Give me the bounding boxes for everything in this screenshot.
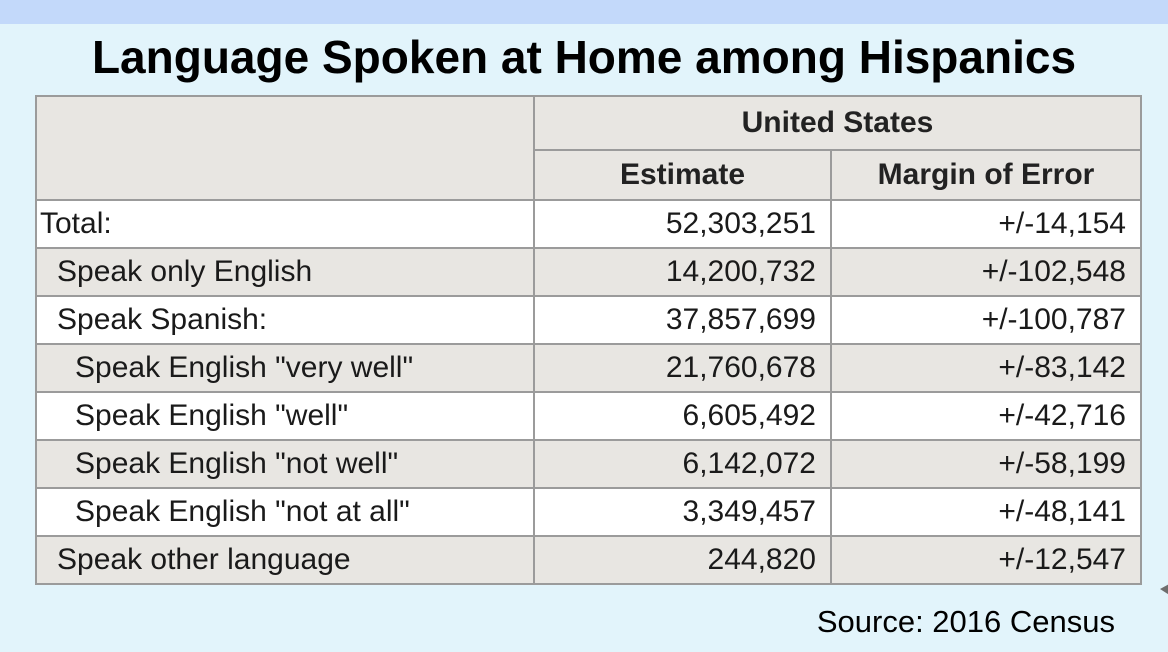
row-label: Total: [35,199,535,249]
column-header-estimate: Estimate [533,149,832,201]
margin-of-error-value: +/-58,199 [830,439,1142,489]
estimate-value: 3,349,457 [533,487,832,537]
estimate-value: 37,857,699 [533,295,832,345]
table-row: Speak English "not at all" 3,349,457 +/-48… [35,487,1142,537]
estimate-value: 244,820 [533,535,832,585]
row-label: Speak English "well" [35,391,535,441]
group-header-united-states: United States [533,95,1142,151]
margin-of-error-value: +/-48,141 [830,487,1142,537]
estimate-value: 6,142,072 [533,439,832,489]
margin-of-error-value: +/-100,787 [830,295,1142,345]
table-row: Speak Spanish: 37,857,699 +/-100,787 [35,295,1142,345]
margin-of-error-value: +/-42,716 [830,391,1142,441]
page-title: Language Spoken at Home among Hispanics [91,31,1077,83]
row-label: Speak other language [35,535,535,585]
corner-header-cell [35,95,535,201]
column-header-row: Estimate Margin of Error [36,149,1142,201]
row-label: Speak only English [35,247,535,297]
table-body: Total: 52,303,251 +/-14,154 Speak only Engl… [35,199,1142,585]
table-row: Speak English "very well" 21,760,678 +/-83… [35,343,1142,393]
group-header-row: United States [35,95,1142,201]
table-row: Total: 52,303,251 +/-14,154 [35,199,1142,249]
row-label: Speak Spanish: [35,295,535,345]
margin-of-error-value: +/-12,547 [830,535,1142,585]
row-label: Speak English "very well" [35,343,535,393]
margin-of-error-value: +/-14,154 [830,199,1142,249]
table-row: Speak English "not well" 6,142,072 +/-58,1… [35,439,1142,489]
estimate-value: 6,605,492 [533,391,832,441]
table-row: Speak English "well" 6,605,492 +/-42,716 [35,391,1142,441]
table-row: Speak other language 244,820 +/-12,547 [35,535,1142,585]
column-header-margin-of-error: Margin of Error [830,149,1142,201]
row-label: Speak English "not well" [35,439,535,489]
estimate-value: 21,760,678 [533,343,832,393]
language-table: United States Estimate Margin of Error T… [35,95,1142,585]
source-note: Source: 2016 Census [816,604,1115,639]
top-band [0,0,1168,24]
row-label: Speak English "not at all" [35,487,535,537]
margin-of-error-value: +/-83,142 [830,343,1142,393]
margin-of-error-value: +/-102,548 [830,247,1142,297]
estimate-value: 52,303,251 [533,199,832,249]
table-row: Speak only English 14,200,732 +/-102,548 [35,247,1142,297]
estimate-value: 14,200,732 [533,247,832,297]
cursor-artifact [1160,583,1168,596]
